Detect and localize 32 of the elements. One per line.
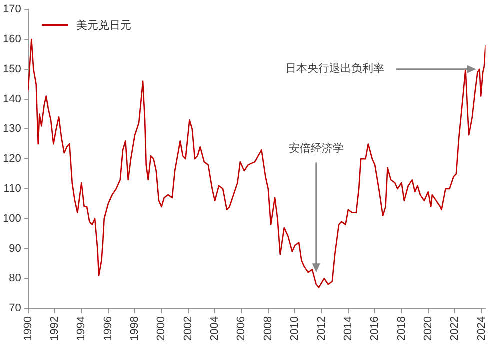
x-tick-label: 2016 — [369, 316, 382, 342]
y-tick-label: 120 — [2, 153, 22, 166]
y-tick-label: 100 — [2, 212, 22, 225]
x-tick-label: 2022 — [449, 316, 462, 342]
x-tick-label: 2004 — [209, 316, 222, 342]
x-tick-label: 2006 — [236, 316, 248, 342]
x-tick-label: 2000 — [156, 316, 168, 342]
x-tick-label: 2020 — [422, 316, 434, 342]
y-tick-label: 150 — [2, 63, 22, 76]
y-tick-label: 130 — [2, 123, 22, 136]
y-tick-label: 170 — [2, 4, 22, 16]
y-tick-label: 160 — [2, 34, 22, 46]
x-tick-label: 2018 — [396, 316, 408, 342]
x-tick-label: 1998 — [129, 316, 142, 342]
x-tick-label: 1990 — [22, 316, 34, 342]
x-tick-label: 1996 — [102, 316, 114, 342]
y-tick-label: 90 — [9, 242, 22, 255]
annotation: 日本央行退出负利率 — [285, 62, 384, 76]
x-tick-label: 2002 — [182, 316, 194, 342]
y-tick-label: 70 — [9, 302, 22, 315]
y-tick-label: 110 — [4, 182, 22, 195]
x-tick-label: 2024 — [476, 316, 488, 342]
y-tick-label: 80 — [9, 272, 22, 285]
x-tick-label: 2008 — [262, 316, 274, 342]
annotation: 安倍经济学 — [288, 142, 344, 156]
x-tick-label: 2012 — [316, 316, 328, 342]
legend-label: 美元兑日元 — [76, 18, 132, 33]
x-tick-label: 2010 — [289, 316, 302, 342]
x-tick-label: 1992 — [49, 316, 62, 342]
y-tick-label: 140 — [2, 93, 22, 106]
x-tick-label: 2014 — [342, 316, 354, 342]
x-tick-label: 1994 — [76, 316, 88, 342]
